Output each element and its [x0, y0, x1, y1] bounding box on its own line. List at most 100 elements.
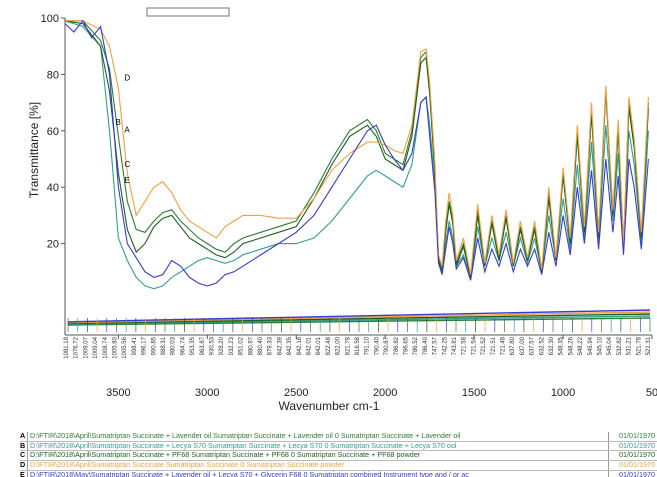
- peak-label: 842.01: [316, 336, 322, 355]
- peak-label: 721.51: [491, 336, 497, 355]
- series-group: [64, 19, 649, 290]
- peak-label: 548.26: [568, 336, 574, 355]
- peak-label: 851.02: [239, 336, 245, 355]
- legend-date: 01/01/1970: [608, 460, 657, 470]
- peak-label: 953.35: [190, 336, 196, 355]
- legend-row-d: D D:\FTIR\2018\April\Sumatriptan Succinat…: [20, 460, 657, 471]
- series-label-a: A: [124, 125, 130, 134]
- y-tick-label: 40: [47, 182, 59, 194]
- peak-label: 721.54: [471, 336, 477, 355]
- peak-label: 990.85: [151, 336, 157, 355]
- peak-label: 521.78: [636, 336, 642, 355]
- peak-label: 1009.04: [93, 336, 99, 358]
- peak-label: 932.23: [229, 336, 235, 355]
- x-tick-label: 2000: [373, 387, 397, 399]
- peak-label: 842.39: [277, 336, 283, 355]
- peak-label: 531.21: [627, 336, 633, 355]
- peak-label: 988.31: [161, 336, 167, 355]
- peak-label: 521.31: [646, 336, 652, 355]
- y-tick-label: 80: [47, 69, 59, 81]
- peak-label: 842.35: [287, 336, 293, 355]
- peak-label-group: 1081.18 1076.72 1009.07 1009.04 1008.74 1005.…: [64, 309, 652, 359]
- y-tick-label: 100: [41, 13, 59, 25]
- y-tick-label: 20: [47, 239, 59, 251]
- peak-label: 996.17: [142, 336, 148, 355]
- peak-label: 790.87: [384, 336, 390, 355]
- peak-label: 786.65: [404, 336, 410, 355]
- peak-label: 791.10: [365, 336, 371, 355]
- legend-row-c: C D:\FTIR\2018\April\Sumatriptan Succinat…: [20, 450, 657, 462]
- peak-label: 1008.74: [103, 336, 109, 358]
- x-tick-label: 50: [646, 387, 657, 399]
- series-label-e: E: [124, 176, 129, 185]
- legend-row-e: E D:\FTIR\2018\May\Sumatriptan Succinate …: [20, 469, 657, 477]
- y-axis-label: Transmittance [%]: [27, 102, 41, 198]
- x-axis-label: Wavenumber cm-1: [279, 399, 380, 413]
- legend-id: D: [20, 460, 26, 470]
- peak-label: 1005.56: [122, 336, 128, 358]
- peak-label: 637.00: [520, 336, 526, 355]
- series-line-d: [65, 20, 649, 275]
- legend-date: 01/01/1970: [608, 441, 657, 451]
- legend-date: 01/01/1970: [608, 432, 657, 441]
- peak-label: 747.57: [433, 336, 439, 355]
- peak-label: 721.52: [481, 336, 487, 355]
- legend-table: A D:\FTIR\2018\April\Sumatriptan Succinat…: [20, 432, 657, 477]
- peak-label: 545.04: [607, 336, 613, 355]
- legend-id: A: [20, 432, 26, 440]
- x-tick-label: 1000: [551, 387, 575, 399]
- x-tick-label: 2500: [284, 387, 308, 399]
- legend-text: D:\FTIR\2018\April\Sumatriptan Succinate…: [27, 441, 608, 451]
- legend-text: D:\FTIR\2018\May\Sumatriptan Succinate +…: [27, 470, 608, 477]
- legend-row-b: B D:\FTIR\2018\April\Sumatriptan Succinat…: [20, 441, 657, 452]
- peak-label: 790.40: [374, 336, 380, 355]
- scroll-indicator: [146, 7, 230, 17]
- axes: [64, 18, 652, 336]
- x-tick-label: 3500: [106, 387, 130, 399]
- peak-label: 721.48: [501, 336, 507, 355]
- series-line-b: [64, 20, 649, 290]
- peak-label: 821.78: [345, 336, 351, 355]
- legend-id: C: [20, 450, 26, 460]
- legend-text: D:\FTIR\2018\April\Sumatriptan Succinate…: [27, 461, 608, 470]
- legend-row-a: A D:\FTIR\2018\April\Sumatriptan Succinat…: [20, 432, 657, 442]
- legend-date: 01/01/1970: [608, 451, 657, 461]
- peak-label: 743.81: [452, 336, 458, 355]
- y-tick-label: 60: [47, 126, 59, 138]
- peak-label: 880.97: [248, 336, 254, 355]
- peak-label: 786.52: [413, 336, 419, 355]
- peak-label: 637.57: [530, 336, 536, 355]
- peak-label: 842.18: [297, 336, 303, 355]
- legend-date: 01/01/1970: [608, 470, 657, 477]
- peak-label: 980.03: [171, 336, 177, 355]
- peak-label: 963.87: [200, 336, 206, 355]
- peak-label: 1005.80: [113, 336, 119, 358]
- peak-label: 721.58: [462, 336, 468, 355]
- series-label-group: AB C D E: [115, 74, 130, 186]
- series-label-b: B: [115, 118, 120, 127]
- series-label-c: C: [124, 160, 130, 169]
- y-tick-group: 100 80 60 40 20: [41, 13, 65, 251]
- x-tick-label: 1500: [462, 387, 486, 399]
- legend-id: E: [20, 469, 25, 477]
- peak-label: 822.00: [336, 336, 342, 355]
- peak-label: 879.33: [268, 336, 274, 355]
- peak-label: 545.94: [588, 336, 594, 355]
- x-tick-group: 3500 3000 2500 2000 1500 1000 50: [106, 335, 657, 399]
- peak-label: 928.20: [219, 336, 225, 355]
- peak-label: 930.53: [210, 336, 216, 355]
- peak-label: 1076.72: [74, 336, 80, 358]
- peak-label: 1081.18: [64, 336, 70, 358]
- legend-text: D:\FTIR\2018\April\Sumatriptan Succinate…: [27, 432, 608, 441]
- legend-text: D:\FTIR\2018\April\Sumatriptan Succinate…: [27, 451, 608, 461]
- series-label-d: D: [124, 74, 130, 83]
- peak-label: 742.25: [442, 336, 448, 355]
- peak-label: 1009.07: [83, 336, 89, 358]
- x-tick-label: 3000: [195, 387, 219, 399]
- peak-label: 816.58: [355, 336, 361, 355]
- peak-label: 545.10: [598, 336, 604, 355]
- peak-label: 637.80: [510, 336, 516, 355]
- peak-label: 632.52: [539, 336, 545, 355]
- peak-label: 632.30: [549, 336, 555, 355]
- peak-label: 964.74: [180, 336, 186, 355]
